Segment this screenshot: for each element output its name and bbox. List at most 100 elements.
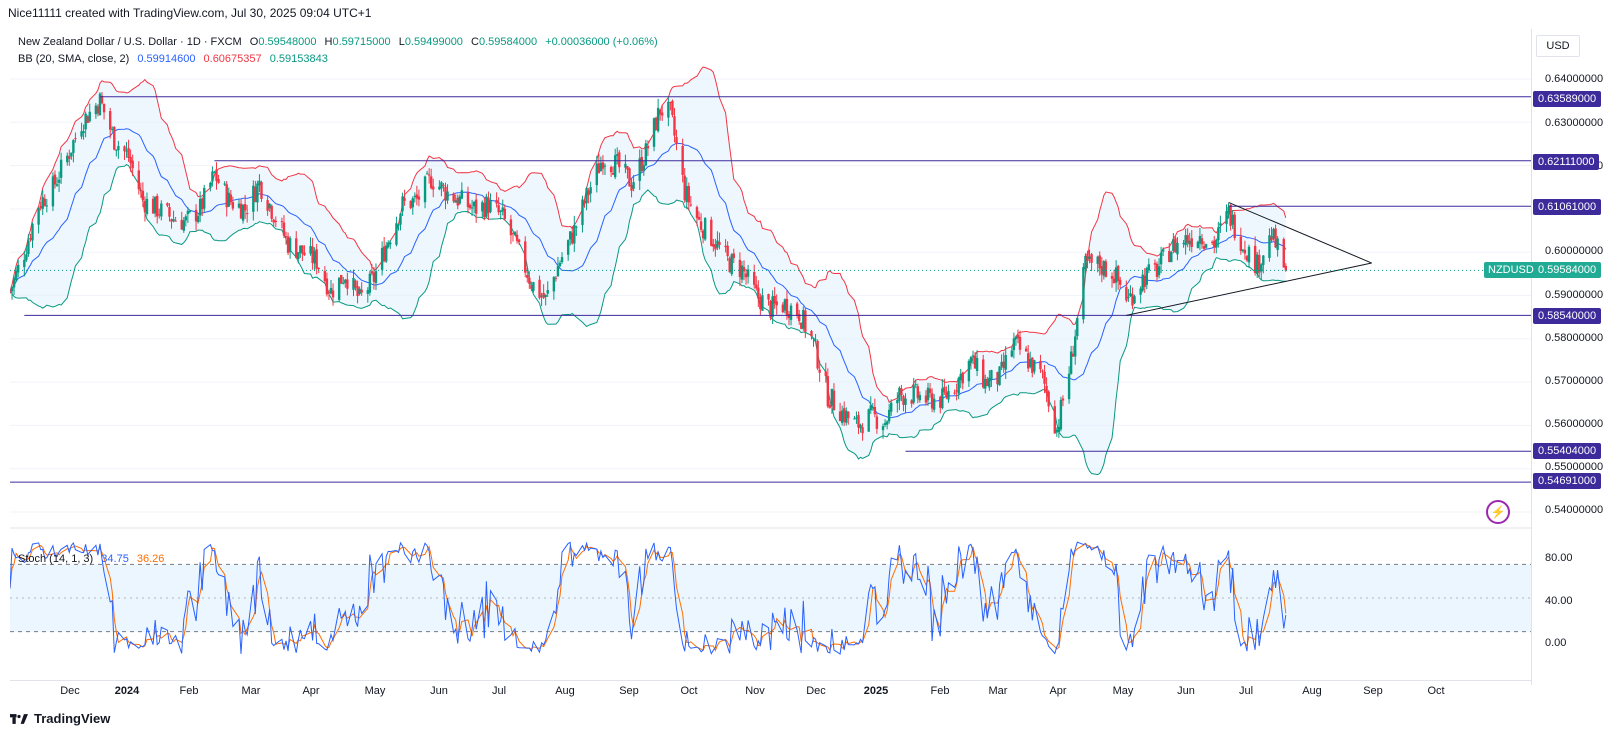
candle-body: [1145, 268, 1148, 285]
candle-body: [286, 236, 290, 253]
candle-body: [528, 277, 531, 284]
candle-body: [39, 206, 42, 209]
candle-body: [742, 267, 746, 272]
candle-body: [1033, 360, 1036, 372]
candle-body: [932, 398, 936, 410]
candle-body: [689, 204, 693, 206]
candle-body: [27, 240, 30, 255]
candle-body: [524, 241, 527, 273]
candle-body: [166, 203, 169, 206]
candle-body: [1098, 255, 1101, 269]
candle-body: [573, 224, 576, 244]
candle-body: [131, 160, 134, 169]
candle-body: [710, 219, 713, 246]
ohlc-high: H0.59715000: [324, 36, 391, 48]
candle-body: [374, 271, 378, 283]
candle-body: [871, 407, 875, 409]
time-label: Apr: [302, 685, 320, 697]
candle-body: [139, 189, 143, 191]
candle-body: [1184, 235, 1187, 246]
candle-body: [245, 213, 249, 215]
candle-body: [1255, 254, 1259, 274]
candle-body: [687, 186, 690, 203]
candle-body: [1204, 244, 1208, 248]
time-label: Jun: [430, 685, 448, 697]
candle-body: [295, 238, 298, 258]
candle-body: [1282, 239, 1285, 268]
candle-body: [1159, 252, 1163, 265]
candle-body: [227, 192, 230, 207]
candle-body: [323, 271, 327, 282]
candle-body: [1102, 261, 1106, 276]
price-tick: 0.58000000: [1545, 332, 1604, 344]
candle-body: [401, 196, 404, 212]
candle-body: [926, 387, 930, 401]
candle-body: [342, 282, 345, 284]
candle-body: [1016, 334, 1020, 339]
candle-body: [96, 106, 100, 114]
candle-body: [88, 111, 91, 122]
candle-body: [1055, 429, 1059, 433]
candle-body: [440, 182, 443, 189]
candle-body: [613, 155, 617, 178]
stochastic-pane[interactable]: [10, 527, 1531, 655]
price-tick: 0.63000000: [1545, 117, 1604, 129]
candle-body: [499, 210, 502, 213]
candle-body: [902, 396, 905, 405]
candle-body: [41, 197, 44, 209]
flash-icon[interactable]: ⚡: [1486, 500, 1510, 524]
candle-body: [798, 313, 801, 322]
candle-body: [1096, 256, 1099, 264]
candle-body: [503, 208, 506, 219]
candle-body: [1168, 250, 1171, 262]
candle-body: [914, 384, 917, 386]
candle-body: [867, 409, 870, 432]
candle-body: [444, 186, 447, 201]
candle-body: [415, 194, 419, 199]
chart-pane[interactable]: [10, 29, 1531, 679]
bollinger-lower-line: [10, 164, 1286, 476]
candle-body: [1253, 245, 1257, 273]
candle-body: [10, 286, 14, 292]
candle-body: [941, 388, 944, 409]
candle-body: [632, 182, 635, 189]
bb-legend: BB (20, SMA, close, 2) 0.59914600 0.6067…: [18, 53, 333, 65]
candle-body: [417, 196, 421, 200]
candle-body: [883, 423, 887, 425]
price-tick: 0.57000000: [1545, 375, 1604, 387]
price-chart-svg[interactable]: [10, 29, 1531, 679]
triangle-upper-line: [1228, 201, 1372, 264]
candle-body: [532, 282, 535, 291]
candle-body: [589, 187, 592, 194]
candle-body: [156, 195, 159, 217]
symbol-tag: NZDUSD: [1484, 262, 1538, 278]
candle-body: [1039, 360, 1042, 370]
tradingview-footer[interactable]: TradingView: [10, 711, 110, 726]
candle-body: [667, 101, 670, 118]
candle-body: [80, 131, 83, 137]
candle-body: [910, 400, 913, 404]
candle-body: [438, 186, 441, 190]
candle-body: [446, 191, 449, 201]
candle-body: [14, 270, 18, 281]
candle-body: [485, 196, 488, 217]
candle-body: [55, 184, 59, 186]
candle-body: [460, 190, 464, 199]
candle-body: [718, 241, 721, 245]
stoch-d-value: 36.26: [136, 553, 165, 565]
candle-body: [783, 299, 787, 311]
candle-body: [1215, 239, 1218, 248]
candle-body: [215, 169, 218, 181]
candle-body: [961, 372, 964, 384]
currency-selector[interactable]: USD: [1536, 35, 1580, 57]
candle-body: [955, 390, 958, 392]
candle-body: [804, 310, 807, 332]
time-axis[interactable]: Dec 2024 Feb Mar Apr May Jun Jul Aug Sep…: [10, 680, 1531, 703]
candle-body: [356, 286, 359, 296]
candle-body: [1012, 338, 1016, 351]
price-axis[interactable]: [1531, 29, 1623, 685]
candle-body: [967, 360, 971, 382]
candle-body: [1260, 264, 1263, 272]
candle-body: [266, 200, 269, 211]
candle-body: [1076, 317, 1079, 337]
